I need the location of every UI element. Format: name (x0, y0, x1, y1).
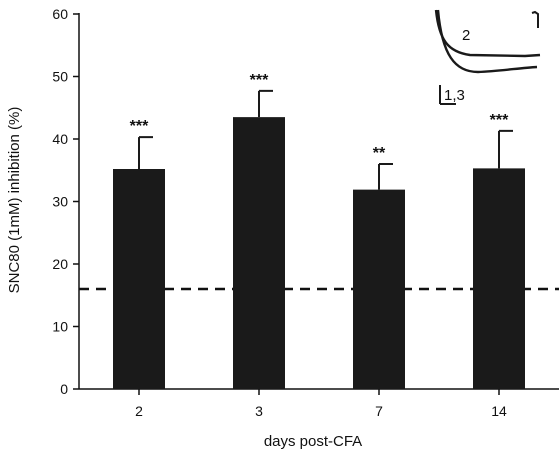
x-axis-title: days post-CFA (264, 433, 362, 450)
y-axis-title: SNC80 (1mM) inhibition (%) (6, 107, 23, 294)
inset-trace: 2 1,3 (434, 9, 541, 105)
bar (473, 168, 525, 389)
y-tick-label: 0 (60, 381, 68, 397)
inset-trace-stub (531, 10, 539, 28)
inset-label-2: 2 (462, 27, 470, 44)
inset-trace-2 (434, 9, 541, 58)
y-tick-label: 50 (52, 69, 68, 85)
y-tick-label: 20 (52, 256, 68, 272)
bars-group: *********** (113, 72, 525, 389)
y-tick-label: 40 (52, 131, 68, 147)
x-tick-label: 14 (491, 403, 507, 419)
significance-label: *** (130, 118, 149, 135)
bar (113, 169, 165, 389)
y-tick-label: 10 (52, 319, 68, 335)
bar (353, 189, 405, 389)
inset-label-1-3: 1,3 (444, 87, 465, 104)
x-tick-label: 7 (375, 403, 383, 419)
y-tick-label: 30 (52, 194, 68, 210)
inset-trace-1-3 (436, 9, 538, 74)
significance-label: *** (250, 72, 269, 89)
y-tick-label: 60 (52, 6, 68, 22)
x-tick-label: 2 (135, 403, 143, 419)
ticks-group: 0 10 20 30 40 50 60 2 3 7 14 (52, 6, 507, 419)
x-tick-label: 3 (255, 403, 263, 419)
bar (233, 117, 285, 389)
significance-label: ** (373, 145, 386, 162)
significance-label: *** (490, 112, 509, 129)
